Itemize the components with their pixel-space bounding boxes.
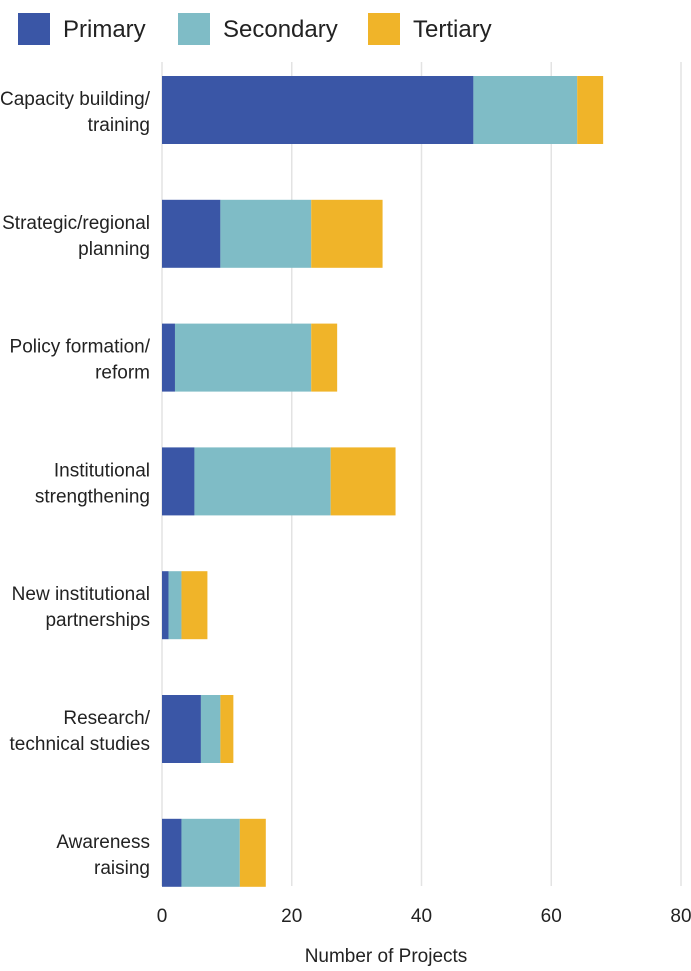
bar-primary-4	[162, 571, 169, 640]
x-axis-title: Number of Projects	[305, 946, 468, 966]
x-axis-ticks: 0 20 40 60 80	[157, 906, 691, 927]
legend-label-primary: Primary	[63, 16, 146, 43]
bar-secondary-0	[473, 76, 578, 144]
x-tick-label-60: 60	[541, 906, 562, 927]
legend-swatch-tertiary	[368, 13, 400, 45]
bars	[162, 76, 604, 887]
category-label-5: Research/technical studies	[10, 708, 151, 755]
bar-secondary-2	[174, 323, 312, 392]
bar-tertiary-3	[330, 447, 396, 516]
bar-secondary-4	[168, 571, 182, 640]
category-labels: Capacity building/training Strategic/regi…	[0, 89, 151, 879]
bar-tertiary-4	[181, 571, 208, 640]
bar-tertiary-2	[311, 323, 338, 392]
bar-primary-5	[162, 695, 201, 763]
bar-secondary-5	[200, 695, 221, 763]
bar-tertiary-1	[311, 199, 383, 268]
bar-tertiary-5	[220, 695, 234, 763]
bar-primary-2	[162, 323, 175, 392]
bar-primary-1	[162, 199, 221, 268]
category-label-4: New institutional partnerships	[12, 584, 150, 631]
legend-label-secondary: Secondary	[223, 16, 338, 43]
bar-secondary-3	[194, 447, 331, 516]
legend: Primary Secondary Tertiary	[18, 13, 492, 45]
x-tick-label-80: 80	[670, 906, 691, 927]
bar-primary-3	[162, 447, 195, 516]
x-tick-label-40: 40	[411, 906, 432, 927]
category-label-0: Capacity building/training	[0, 89, 151, 136]
bar-secondary-6	[181, 818, 240, 887]
legend-swatch-secondary	[178, 13, 210, 45]
category-label-2: Policy formation/reform	[10, 337, 151, 384]
category-label-1: Strategic/regional planning	[2, 213, 150, 260]
bar-primary-0	[162, 76, 474, 144]
bar-tertiary-6	[239, 818, 266, 887]
category-label-6: Awareness raising	[56, 832, 150, 879]
legend-label-tertiary: Tertiary	[413, 16, 492, 43]
bar-primary-6	[162, 818, 182, 887]
bar-secondary-1	[220, 199, 312, 268]
category-label-3: Institutional strengthening	[35, 460, 150, 507]
x-tick-label-20: 20	[281, 906, 302, 927]
legend-swatch-primary	[18, 13, 50, 45]
bar-tertiary-0	[577, 76, 604, 144]
x-tick-label-0: 0	[157, 906, 168, 927]
